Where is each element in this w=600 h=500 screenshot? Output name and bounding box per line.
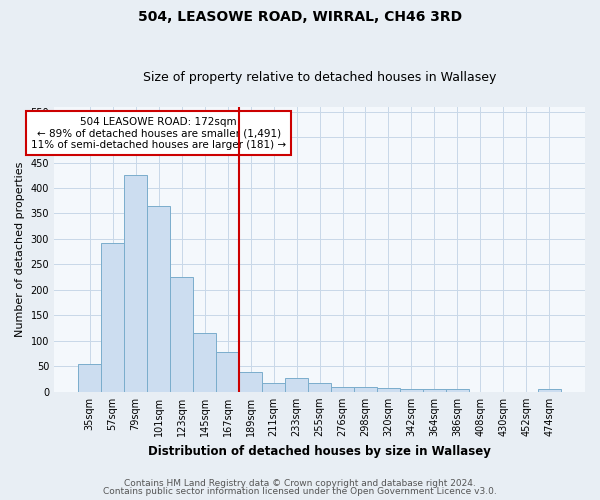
Bar: [446, 390, 469, 392]
Text: Contains HM Land Registry data © Crown copyright and database right 2024.: Contains HM Land Registry data © Crown c…: [124, 478, 476, 488]
Bar: [124, 176, 147, 392]
Bar: [193, 333, 216, 392]
Bar: [147, 206, 170, 392]
Bar: [400, 390, 423, 392]
Bar: [377, 388, 400, 392]
Bar: [308, 383, 331, 392]
Bar: [285, 378, 308, 392]
X-axis label: Distribution of detached houses by size in Wallasey: Distribution of detached houses by size …: [148, 444, 491, 458]
Bar: [354, 386, 377, 392]
Bar: [538, 390, 561, 392]
Bar: [170, 277, 193, 392]
Text: 504 LEASOWE ROAD: 172sqm
← 89% of detached houses are smaller (1,491)
11% of sem: 504 LEASOWE ROAD: 172sqm ← 89% of detach…: [31, 116, 286, 150]
Bar: [262, 382, 285, 392]
Title: Size of property relative to detached houses in Wallasey: Size of property relative to detached ho…: [143, 72, 496, 85]
Bar: [216, 352, 239, 392]
Bar: [101, 243, 124, 392]
Bar: [423, 390, 446, 392]
Text: Contains public sector information licensed under the Open Government Licence v3: Contains public sector information licen…: [103, 487, 497, 496]
Bar: [239, 372, 262, 392]
Y-axis label: Number of detached properties: Number of detached properties: [15, 162, 25, 337]
Text: 504, LEASOWE ROAD, WIRRAL, CH46 3RD: 504, LEASOWE ROAD, WIRRAL, CH46 3RD: [138, 10, 462, 24]
Bar: [78, 364, 101, 392]
Bar: [331, 386, 354, 392]
